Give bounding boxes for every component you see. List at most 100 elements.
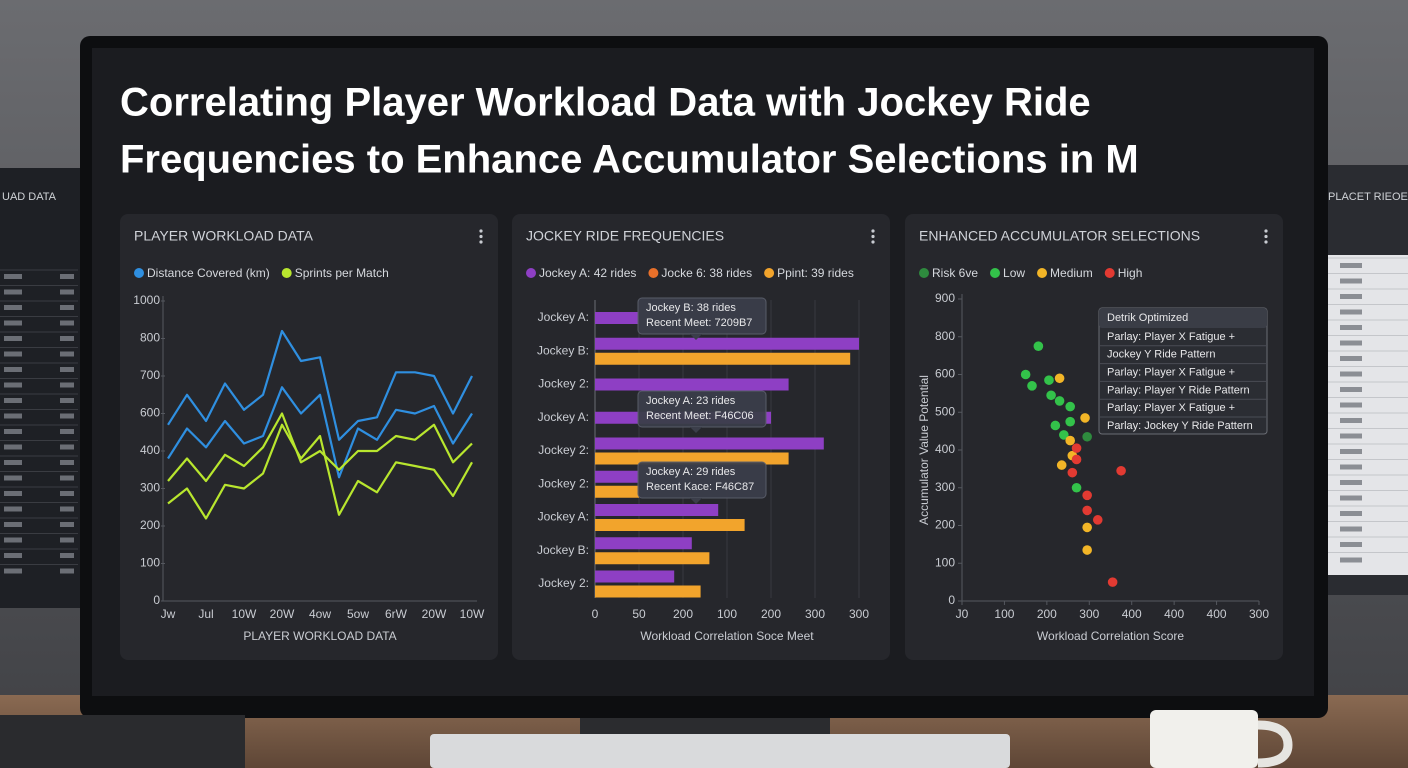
- row-cell: [1340, 557, 1362, 563]
- series-line: [167, 329, 473, 441]
- legend-label: Jocke 6: 38 rides: [661, 266, 752, 280]
- row-cell: [4, 444, 22, 450]
- row-cell: [4, 460, 22, 465]
- left-screen-title: UAD DATA: [2, 191, 57, 203]
- bar: [595, 585, 701, 598]
- row-cell: [4, 351, 22, 357]
- row-cell: [60, 289, 74, 295]
- series-line: [167, 412, 473, 483]
- x-tick-label: 20W: [422, 607, 447, 621]
- y-tick-label: Jockey 2:: [538, 476, 589, 490]
- x-tick-label: 20W: [270, 607, 295, 621]
- bar: [595, 504, 719, 516]
- scatter-point: [1082, 505, 1092, 516]
- info-box-line: Parlay: Player X Fatigue +: [1107, 331, 1235, 343]
- x-tick-label: 4ow: [309, 607, 331, 621]
- bar: [595, 337, 859, 350]
- row-cell: [1340, 309, 1362, 315]
- y-tick-label: 100: [935, 555, 955, 569]
- row-cell: [60, 429, 74, 434]
- y-tick-label: 100: [140, 556, 160, 570]
- row-cell: [4, 289, 22, 295]
- scatter-point: [1071, 454, 1082, 465]
- row-cell: [1340, 464, 1362, 470]
- info-box-line: Parlay: Player Y Ride Pattern: [1107, 384, 1250, 396]
- legend-swatch: [648, 268, 659, 278]
- y-axis-label: Accumulator Value Potential: [917, 375, 931, 525]
- headline: Correlating Player Workload Data with Jo…: [120, 81, 1091, 125]
- row-cell: [1340, 418, 1362, 423]
- left-rows: [0, 269, 78, 574]
- row-cell: [1340, 340, 1362, 346]
- menu-dot: [871, 229, 875, 233]
- row-cell: [1340, 371, 1362, 377]
- legend-label: Ppint: 39 rides: [777, 266, 854, 280]
- panel: [120, 214, 498, 660]
- y-tick-label: Jockey A:: [538, 510, 589, 524]
- row-cell: [1340, 449, 1362, 454]
- y-tick-label: 700: [140, 368, 160, 382]
- x-tick-label: 300: [1079, 607, 1099, 621]
- info-box-line: Jockey Y Ride Pattern: [1107, 349, 1215, 361]
- x-tick-label: 400: [1207, 607, 1227, 621]
- y-tick-label: 600: [140, 406, 160, 420]
- x-tick-label: 200: [761, 607, 781, 621]
- series-line: [167, 386, 473, 479]
- x-tick-label: 200: [673, 607, 693, 621]
- scatter-point: [1080, 413, 1090, 423]
- bar: [595, 570, 675, 583]
- bar: [595, 537, 692, 550]
- x-tick-label: 100: [994, 607, 1014, 621]
- row-cell: [60, 367, 74, 372]
- info-box-line: Parlay: Jockey Y Ride Pattern: [1107, 420, 1253, 432]
- bar: [595, 378, 789, 391]
- row-cell: [60, 568, 74, 574]
- scatter-point: [1020, 369, 1031, 380]
- row-cell: [60, 305, 74, 310]
- bar: [595, 470, 639, 483]
- legend-label: Sprints per Match: [295, 266, 389, 280]
- menu-dot: [479, 229, 483, 233]
- bar: [595, 312, 639, 324]
- y-tick-label: 300: [140, 481, 160, 495]
- row-cell: [1340, 278, 1362, 284]
- row-cell: [4, 320, 22, 326]
- row-cell: [60, 522, 74, 527]
- row-cell: [60, 444, 74, 450]
- y-tick-label: 300: [935, 480, 955, 494]
- scatter-point: [1056, 460, 1067, 470]
- menu-dot: [479, 234, 483, 239]
- row-cell: [60, 506, 74, 512]
- row-cell: [4, 491, 22, 496]
- x-tick-label: 100: [717, 607, 737, 621]
- row-cell: [1340, 480, 1362, 485]
- y-tick-label: 400: [140, 443, 160, 457]
- scatter-point: [1065, 416, 1075, 427]
- row-cell: [4, 475, 22, 481]
- legend-label: Risk 6ve: [932, 266, 978, 280]
- row-cell: [4, 537, 22, 543]
- row-cell: [4, 506, 22, 512]
- bar: [595, 552, 710, 565]
- left-screen: [0, 168, 84, 608]
- scatter-point: [1027, 381, 1037, 391]
- x-tick-label: 300: [1249, 607, 1269, 621]
- row-cell: [1340, 402, 1362, 408]
- x-tick-label: 50: [632, 607, 646, 621]
- y-tick-label: 1000: [133, 293, 160, 307]
- y-tick-label: 800: [140, 331, 160, 345]
- tooltip-text: Jockey A: 23 rides: [646, 395, 736, 407]
- row-cell: [60, 537, 74, 543]
- legend-label: Jockey A: 42 rides: [539, 266, 636, 280]
- row-cell: [1340, 542, 1362, 547]
- x-tick-label: 0: [592, 607, 599, 621]
- y-tick-label: 0: [948, 593, 955, 607]
- menu-dot: [1264, 234, 1268, 239]
- y-tick-label: 200: [140, 518, 160, 532]
- panel-title: ENHANCED ACCUMULATOR SELECTIONS: [919, 228, 1200, 244]
- legend-swatch: [919, 268, 929, 278]
- menu-dot: [871, 240, 875, 244]
- legend-label: High: [1118, 266, 1143, 280]
- row-cell: [4, 429, 22, 434]
